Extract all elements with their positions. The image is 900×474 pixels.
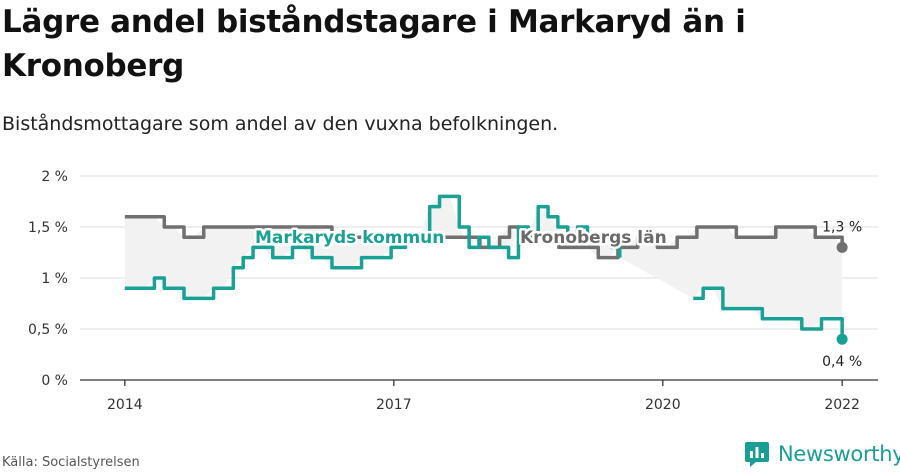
series-label-markaryd-halo: Markaryds kommun bbox=[255, 228, 444, 248]
series-label-markaryd: Markaryds kommun bbox=[255, 228, 444, 248]
end-marker-kronoberg bbox=[836, 241, 848, 253]
x-tick-label: 2017 bbox=[376, 397, 412, 413]
y-tick-label: 0,5 % bbox=[28, 322, 68, 338]
series-label-kronoberg-halo: Kronobergs län bbox=[520, 228, 667, 248]
x-tick-label: 2022 bbox=[824, 397, 860, 413]
end-label-markaryd: 0,4 % bbox=[822, 354, 862, 370]
series-line-markaryd bbox=[124, 194, 622, 301]
y-tick-label: 2 % bbox=[41, 169, 68, 185]
brand-name: Newsworthy bbox=[778, 442, 900, 466]
end-label-kronoberg: 1,3 % bbox=[822, 219, 862, 235]
series-line-kronoberg bbox=[124, 215, 844, 260]
series-line-markaryd bbox=[693, 286, 844, 340]
x-tick-label: 2014 bbox=[107, 397, 143, 413]
newsworthy-logo-icon bbox=[745, 442, 769, 467]
newsworthy-logo: Newsworthy bbox=[744, 440, 900, 468]
end-marker-markaryd bbox=[836, 333, 848, 345]
y-tick-label: 0 % bbox=[41, 373, 68, 389]
source-note: Källa: Socialstyrelsen bbox=[2, 455, 140, 470]
y-tick-label: 1,5 % bbox=[28, 220, 68, 236]
chart-title: Lägre andel biståndstagare i Markaryd än… bbox=[2, 4, 746, 84]
series-label-kronoberg: Kronobergs län bbox=[520, 228, 667, 248]
y-tick-label: 1 % bbox=[41, 271, 68, 287]
chart-subtitle: Biståndsmottagare som andel av den vuxna… bbox=[2, 113, 559, 135]
x-tick-label: 2020 bbox=[645, 397, 681, 413]
range-band bbox=[124, 196, 843, 340]
